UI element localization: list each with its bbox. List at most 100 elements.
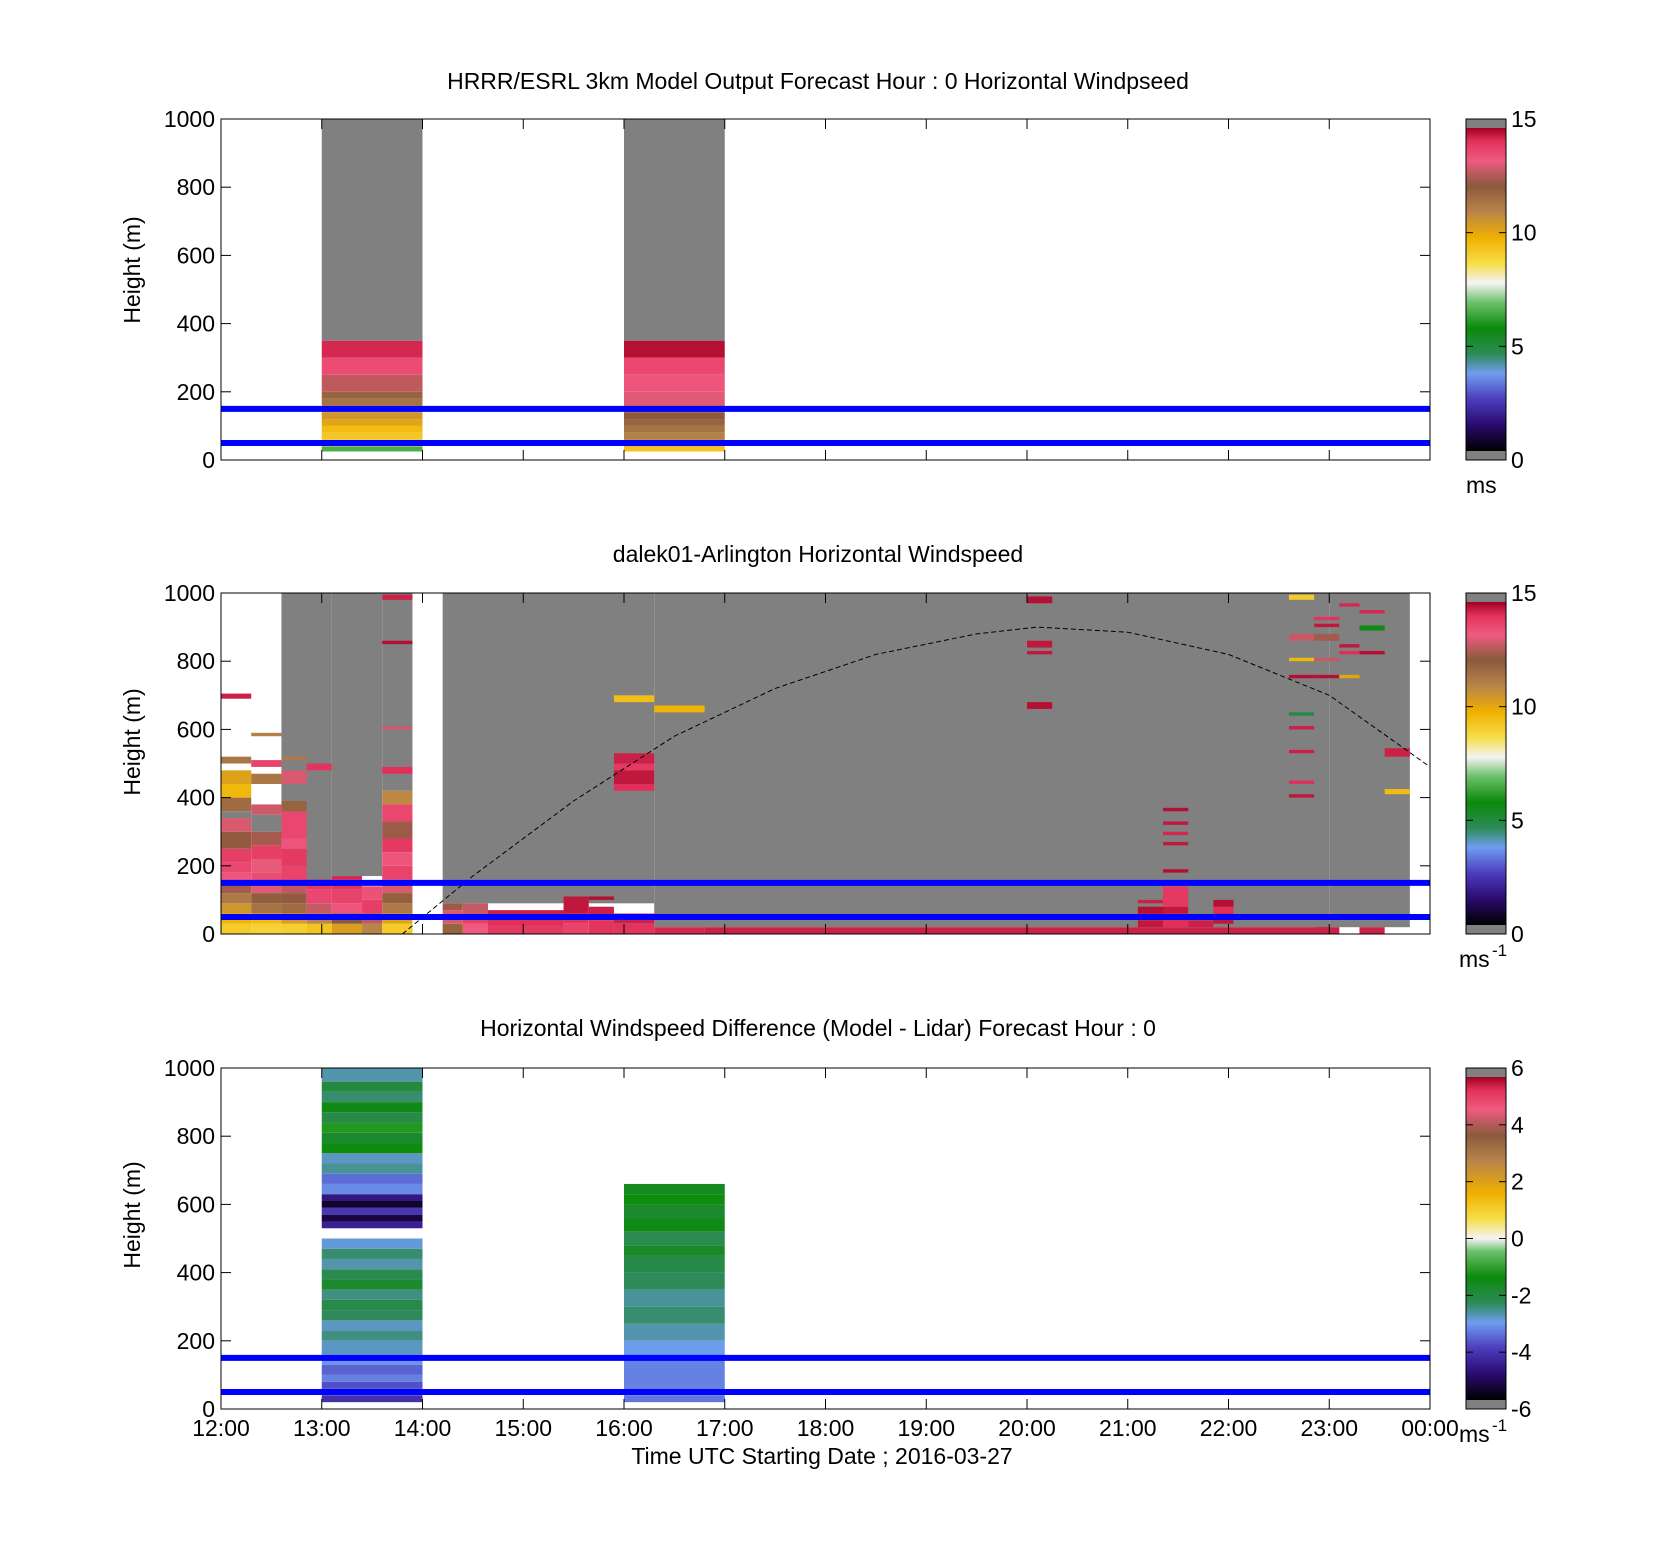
- heatmap-cell: [251, 845, 282, 859]
- heatmap-cell: [221, 783, 252, 798]
- colorbar-tick-label: 0: [1511, 1226, 1524, 1252]
- panel-title: dalek01-Arlington Horizontal Windspeed: [613, 541, 1023, 567]
- heatmap-cell: [221, 693, 252, 699]
- heatmap-cell: [613, 923, 655, 934]
- heatmap-cell: [382, 790, 413, 805]
- heatmap-cell: [321, 1364, 423, 1375]
- heatmap-cell: [1288, 633, 1315, 641]
- heatmap-cell: [221, 818, 252, 832]
- axes: [220, 118, 1431, 461]
- nodata-cell: [221, 811, 252, 819]
- colorbar-frame: [1465, 592, 1507, 935]
- heatmap-cell: [624, 1194, 725, 1205]
- y-tick-label: 800: [177, 174, 215, 200]
- colorbar-frame: [1465, 118, 1507, 461]
- heatmap-cell: [1314, 657, 1340, 662]
- heatmap-cell: [251, 893, 282, 904]
- heatmap-cell: [613, 753, 655, 764]
- y-tick-label: 600: [177, 716, 215, 742]
- heatmap-cell: [624, 425, 725, 433]
- colorbar-unit: ms: [1466, 472, 1497, 498]
- heatmap-cell: [624, 1306, 725, 1324]
- y-tick-label: 600: [177, 242, 215, 268]
- heatmap-cells: [321, 1068, 725, 1403]
- heatmap-cell: [321, 1122, 423, 1133]
- heatmap-cell: [306, 903, 332, 914]
- heatmap-cell: [321, 1163, 423, 1174]
- panel-title: Horizontal Windspeed Difference (Model -…: [480, 1015, 1156, 1041]
- heatmap-cell: [1314, 633, 1340, 641]
- heatmap-cell: [281, 801, 307, 812]
- heatmap-cell: [306, 763, 332, 771]
- colorbar-gradient: [1466, 602, 1506, 925]
- x-tick-label: 15:00: [494, 1415, 552, 1441]
- panel-title: HRRR/ESRL 3km Model Output Forecast Hour…: [447, 68, 1189, 94]
- heatmap-cell: [221, 893, 252, 904]
- heatmap-cell: [382, 594, 413, 600]
- colorbar-unit: ms: [1459, 946, 1490, 972]
- colorbar-under: [1466, 1400, 1506, 1409]
- heatmap-cell: [462, 923, 488, 934]
- heatmap-cell: [221, 923, 252, 934]
- heatmap-cell: [281, 903, 307, 914]
- colorbar-tick-label: -6: [1511, 1396, 1531, 1422]
- heatmap-cell: [624, 1323, 725, 1341]
- heatmap-cell: [331, 923, 363, 934]
- y-tick-label: 1000: [164, 1055, 215, 1081]
- heatmap-cell: [1384, 748, 1410, 757]
- x-tick-label: 12:00: [192, 1415, 250, 1441]
- heatmap-cell: [321, 1194, 423, 1201]
- heatmap-cell: [321, 1320, 423, 1331]
- heatmap-cell: [613, 770, 655, 784]
- heatmap-cell: [251, 872, 282, 883]
- heatmap-cell: [1339, 603, 1360, 607]
- heatmap-cell: [251, 804, 282, 815]
- heatmap-cell: [1137, 906, 1164, 914]
- heatmap-cell: [1339, 650, 1360, 655]
- heatmap-cell: [321, 1289, 423, 1300]
- colorbar: -6 -4 -2 0 2 4 6 ms -1: [1459, 1055, 1532, 1447]
- heatmap-cell: [321, 1200, 423, 1208]
- heatmap-cell: [281, 811, 307, 839]
- nodata-cell: [654, 593, 1330, 928]
- colorbar-under: [1466, 925, 1506, 934]
- heatmap-cell: [624, 432, 725, 440]
- colorbar-tick-label: 4: [1511, 1112, 1524, 1138]
- heatmap-cell: [321, 1207, 423, 1215]
- heatmap-cell: [624, 1218, 725, 1232]
- heatmap-cell: [1288, 594, 1315, 600]
- heatmap-cell: [1359, 650, 1385, 655]
- axes: [220, 1067, 1431, 1410]
- heatmap-cell: [1163, 807, 1189, 812]
- heatmap-cell: [251, 923, 282, 934]
- nodata-cell: [1329, 593, 1410, 928]
- heatmap-cell: [321, 391, 423, 399]
- x-ticks: 12:00 13:00 14:00 15:00 16:00 17:00 18:00 19:00…: [192, 1415, 1459, 1441]
- heatmap-cell: [462, 903, 488, 914]
- heatmap-cell: [1027, 596, 1053, 604]
- colorbar-over: [1466, 119, 1506, 128]
- y-axis-label: Height (m): [119, 688, 145, 795]
- heatmap-cell: [321, 1238, 423, 1249]
- heatmap-cell: [1314, 616, 1340, 621]
- heatmap-cell: [362, 886, 383, 900]
- difference-panel: Horizontal Windspeed Difference (Model -…: [119, 1015, 1532, 1447]
- heatmap-cell: [1314, 927, 1340, 934]
- heatmap-cell: [281, 923, 307, 934]
- heatmap-cell: [624, 1340, 725, 1358]
- heatmap-cell: [281, 756, 307, 761]
- heatmap-cell: [382, 865, 413, 880]
- colorbar-tick-label: 0: [1511, 921, 1524, 947]
- heatmap-cell: [563, 896, 589, 914]
- heatmap-cell: [321, 119, 423, 341]
- heatmap-cell: [251, 882, 282, 894]
- heatmap-cell: [321, 1269, 423, 1280]
- heatmap-cell: [624, 374, 725, 392]
- colorbar-over: [1466, 1068, 1506, 1077]
- heatmap-cell: [654, 927, 705, 934]
- heatmap-cells: [321, 119, 725, 452]
- heatmap-cell: [1213, 906, 1234, 914]
- heatmap-cell: [624, 391, 725, 406]
- x-tick-label: 00:00: [1401, 1415, 1459, 1441]
